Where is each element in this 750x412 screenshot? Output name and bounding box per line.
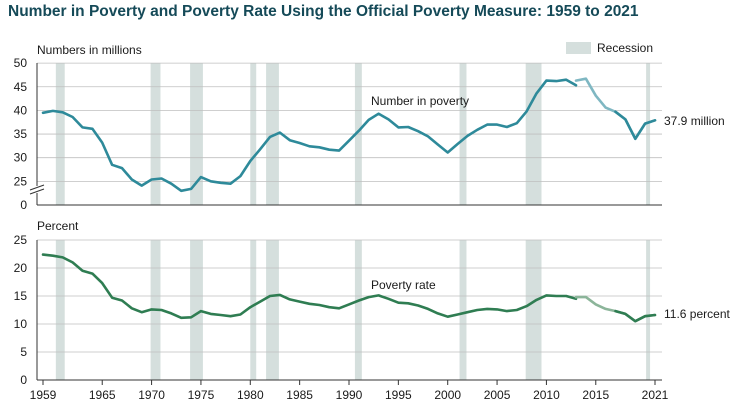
recession-band-bottom-5 xyxy=(354,240,362,380)
y-axis-label-bottom: Percent xyxy=(37,219,79,233)
recession-band-bottom-0 xyxy=(55,240,65,380)
series-lines-bottom xyxy=(41,253,657,323)
recession-band-bottom-6 xyxy=(459,240,467,380)
y-tick-bottom-10: 10 xyxy=(14,317,28,331)
x-tick-1959: 1959 xyxy=(30,388,57,402)
x-tick-1970: 1970 xyxy=(138,388,165,402)
gridlines-top xyxy=(37,62,662,182)
number-in-poverty-line xyxy=(41,78,578,193)
y-tick-top-45: 45 xyxy=(14,80,28,94)
y-tick-bottom-5: 5 xyxy=(20,345,27,359)
x-tick-labels: 1959 1965 1970 1975 1980 1985 1990 1995 2000 2005… xyxy=(30,380,669,402)
x-tick-2005: 2005 xyxy=(484,388,511,402)
y-tick-top-0: 0 xyxy=(20,198,27,212)
x-tick-1985: 1985 xyxy=(286,388,313,402)
x-tick-2010: 2010 xyxy=(533,388,560,402)
series-lines-top xyxy=(41,77,657,193)
x-tick-1980: 1980 xyxy=(237,388,264,402)
number-in-poverty-line-tail xyxy=(614,110,657,141)
y-tick-top-30: 30 xyxy=(14,151,28,165)
poverty-rate-line-tail xyxy=(614,309,657,323)
y-tick-labels-top: 0 25 30 35 40 45 50 xyxy=(14,56,28,212)
rate-end-label: 11.6 percent xyxy=(664,307,730,321)
x-tick-1975: 1975 xyxy=(188,388,215,402)
x-tick-1995: 1995 xyxy=(385,388,412,402)
x-tick-2000: 2000 xyxy=(434,388,461,402)
recession-legend-label: Recession xyxy=(597,41,653,55)
recession-band-bottom-4 xyxy=(266,240,279,380)
y-tick-labels-bottom: 0 5 10 15 20 25 xyxy=(14,233,28,387)
y-tick-bottom-15: 15 xyxy=(14,289,28,303)
number-in-poverty-label: Number in poverty xyxy=(371,94,469,108)
x-tick-2021: 2021 xyxy=(642,388,669,402)
poverty-rate-line xyxy=(41,253,578,320)
y-tick-bottom-0: 0 xyxy=(20,373,27,387)
number-in-poverty-line-revised xyxy=(574,77,657,141)
y-axis-label-top: Numbers in millions xyxy=(37,43,142,57)
chart-title: Number in Poverty and Poverty Rate Using… xyxy=(8,3,639,20)
recession-band-bottom-3 xyxy=(250,240,257,380)
y-tick-top-40: 40 xyxy=(14,103,28,117)
x-tick-2015: 2015 xyxy=(582,388,609,402)
number-end-label: 37.9 million xyxy=(664,114,725,128)
axis-break-mark xyxy=(29,184,45,195)
x-tick-1990: 1990 xyxy=(336,388,363,402)
y-tick-top-50: 50 xyxy=(14,56,28,70)
y-tick-top-35: 35 xyxy=(14,127,28,141)
recession-band-bottom-2 xyxy=(190,240,203,380)
y-tick-bottom-25: 25 xyxy=(14,233,28,247)
poverty-rate-label: Poverty rate xyxy=(371,278,436,292)
recession-legend-swatch xyxy=(566,42,591,54)
recession-band-bottom-7 xyxy=(525,240,542,380)
x-tick-1965: 1965 xyxy=(89,388,116,402)
recession-band-bottom-8 xyxy=(646,240,651,380)
y-tick-bottom-20: 20 xyxy=(14,261,28,275)
y-tick-top-25: 25 xyxy=(14,174,28,188)
